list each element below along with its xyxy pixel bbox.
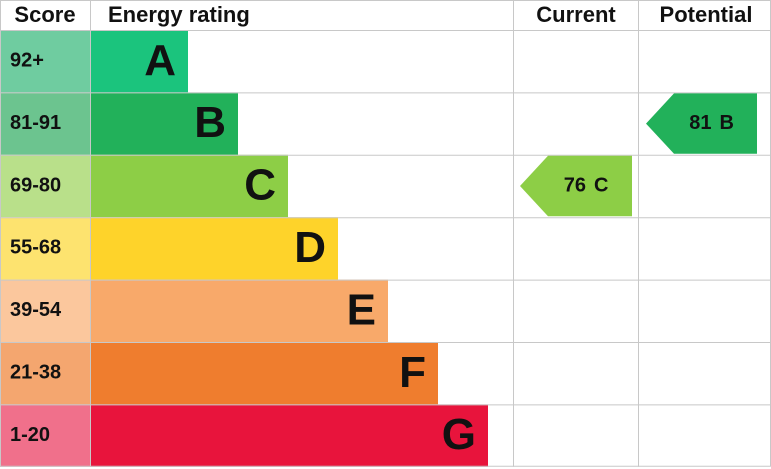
- score-label: 39-54: [10, 299, 62, 321]
- header-score: Score: [14, 2, 75, 27]
- rating-bar: [90, 92, 238, 155]
- rating-letter: C: [244, 161, 276, 210]
- score-label: 69-80: [10, 174, 61, 196]
- rating-letter: F: [399, 348, 426, 397]
- score-cell: [0, 279, 90, 342]
- rating-letter: D: [294, 223, 326, 272]
- current-score: 76: [564, 174, 586, 196]
- rating-bar: [90, 217, 338, 280]
- score-label: 81-91: [10, 112, 61, 134]
- score-cell: [0, 404, 90, 467]
- score-label: 55-68: [10, 237, 61, 259]
- score-cell: [0, 342, 90, 405]
- score-cell: [0, 92, 90, 155]
- rating-letter: G: [442, 410, 476, 459]
- header-rating: Energy rating: [108, 2, 250, 27]
- header-current: Current: [536, 2, 616, 27]
- score-cell: [0, 154, 90, 218]
- current-arrow: [520, 155, 632, 217]
- score-cell: [0, 30, 90, 93]
- rating-bar: [90, 30, 188, 93]
- rating-letter: E: [347, 285, 376, 334]
- rating-letter: A: [144, 36, 176, 85]
- score-label: 92+: [10, 49, 44, 71]
- rating-bar: [90, 404, 488, 467]
- score-label: 21-38: [10, 361, 61, 383]
- rating-bar: [90, 279, 388, 342]
- rating-bar: [90, 154, 288, 218]
- rating-letter: B: [194, 98, 226, 147]
- potential-arrow: [646, 93, 757, 154]
- rating-bar: [90, 342, 438, 405]
- potential-rating: B: [720, 112, 734, 134]
- potential-score: 81: [689, 112, 711, 134]
- current-rating: C: [594, 174, 608, 196]
- header-potential: Potential: [660, 2, 753, 27]
- score-label: 1-20: [10, 424, 50, 446]
- score-cell: [0, 217, 90, 280]
